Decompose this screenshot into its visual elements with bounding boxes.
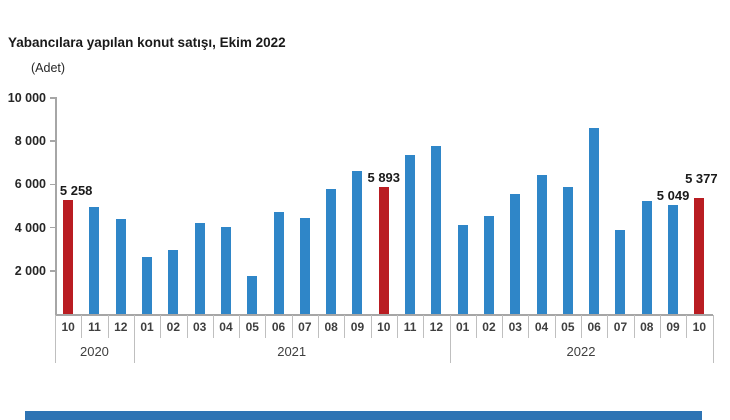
bar-2021-05 — [247, 276, 258, 314]
x-axis-month-label: 02 — [166, 320, 181, 334]
chart-title: Yabancılara yapılan konut satışı, Ekim 2… — [8, 35, 286, 50]
bar-2021-03 — [194, 223, 205, 314]
month-separator — [607, 315, 609, 338]
x-axis-month-label: 02 — [482, 320, 496, 334]
bar-2022-07 — [615, 229, 626, 314]
x-axis-month-label: 11 — [88, 320, 101, 334]
x-axis-month-label: 10 — [61, 320, 75, 334]
x-axis-line — [55, 314, 713, 316]
year-group-separator — [449, 315, 451, 363]
month-separator — [239, 315, 241, 338]
y-axis-tick-label: 6 000 — [14, 177, 46, 192]
month-separator — [291, 315, 293, 338]
bar-2022-09 — [668, 204, 679, 314]
bar-2021-10 — [378, 186, 389, 314]
bar-2022-03 — [510, 194, 521, 314]
y-axis-tick-mark — [50, 140, 55, 142]
year-group-separator — [133, 315, 135, 363]
month-separator — [554, 315, 556, 338]
bar-2022-05 — [562, 186, 573, 314]
x-axis-month-label: 08 — [640, 320, 654, 334]
y-axis-tick-label: 8 000 — [14, 134, 46, 149]
x-axis-month-label: 05 — [561, 320, 575, 334]
bar-2020-10 — [63, 200, 74, 314]
bar-value-label: 5 893 — [367, 169, 401, 185]
bar-2021-01 — [142, 256, 153, 314]
year-group-separator — [55, 315, 56, 363]
month-separator — [633, 315, 635, 338]
x-axis-month-label: 06 — [587, 320, 601, 334]
footer-band — [25, 411, 702, 420]
month-separator — [423, 315, 425, 338]
x-axis-month-label: 03 — [192, 320, 207, 334]
month-separator — [81, 315, 83, 338]
bar-value-label: 5 377 — [685, 170, 718, 186]
x-axis-month-label: 09 — [350, 320, 365, 334]
x-axis-month-label: 09 — [666, 320, 680, 334]
x-axis-month-label: 04 — [219, 320, 233, 334]
x-axis-month-label: 03 — [508, 320, 522, 334]
x-axis-month-label: 12 — [114, 320, 128, 334]
x-axis-month-label: 01 — [140, 320, 154, 334]
month-separator — [370, 315, 372, 338]
bar-2021-07 — [299, 217, 310, 314]
y-axis-tick-mark — [50, 97, 55, 99]
month-separator — [318, 315, 319, 338]
bar-2022-02 — [483, 215, 494, 314]
bar-2021-11 — [405, 155, 416, 314]
bar-2022-04 — [536, 174, 547, 314]
y-axis-tick-mark — [50, 183, 55, 186]
x-axis-month-label: 07 — [613, 320, 628, 334]
bar-2020-12 — [115, 218, 126, 314]
bar-2022-08 — [641, 200, 652, 314]
bar-value-label: 5 049 — [656, 187, 690, 203]
x-axis-month-label: 08 — [324, 320, 338, 334]
y-axis-tick-label: 10 000 — [7, 91, 46, 105]
x-axis-year-label-2021: 2021 — [277, 344, 307, 359]
month-separator — [186, 315, 188, 338]
x-axis-month-label: 04 — [534, 320, 549, 334]
bar-2021-12 — [431, 145, 442, 314]
y-axis-line — [55, 97, 57, 315]
x-axis-month-label: 01 — [455, 320, 470, 334]
x-axis-year-label-2020: 2020 — [79, 344, 109, 359]
bar-2021-08 — [326, 188, 337, 314]
month-separator — [659, 315, 661, 338]
year-group-separator — [712, 315, 714, 363]
month-separator — [581, 315, 582, 338]
x-axis-month-label: 12 — [429, 320, 444, 334]
y-axis-tick-label: 2 000 — [14, 263, 46, 278]
bar-2021-04 — [220, 226, 231, 314]
x-axis-month-label: 10 — [692, 320, 707, 334]
bar-2022-10 — [694, 197, 705, 314]
x-axis-month-label: 11 — [403, 320, 417, 334]
bar-2021-09 — [352, 171, 363, 314]
month-separator — [528, 315, 530, 338]
month-separator — [475, 315, 477, 338]
month-separator — [502, 315, 504, 338]
month-separator — [107, 315, 109, 338]
x-axis-month-label: 05 — [245, 320, 259, 334]
month-separator — [212, 315, 214, 338]
month-separator — [160, 315, 162, 338]
x-axis-month-label: 06 — [271, 320, 286, 334]
bar-2020-11 — [89, 207, 100, 314]
bar-2021-02 — [168, 250, 179, 314]
bar-2022-01 — [457, 225, 468, 314]
y-axis-tick-mark — [50, 226, 55, 229]
x-axis-month-label: 10 — [377, 320, 391, 334]
x-axis-month-label: 07 — [298, 320, 312, 334]
unit-label: (Adet) — [31, 61, 66, 75]
bar-value-label: 5 258 — [59, 183, 93, 199]
month-separator — [396, 315, 398, 338]
month-separator — [265, 315, 267, 338]
month-separator — [344, 315, 346, 338]
y-axis-tick-label: 4 000 — [14, 220, 46, 235]
bar-2021-06 — [273, 212, 284, 314]
month-separator — [686, 315, 688, 338]
bar-2022-06 — [589, 128, 600, 314]
y-axis-tick-mark — [50, 270, 55, 272]
x-axis-year-label-2022: 2022 — [566, 344, 596, 359]
